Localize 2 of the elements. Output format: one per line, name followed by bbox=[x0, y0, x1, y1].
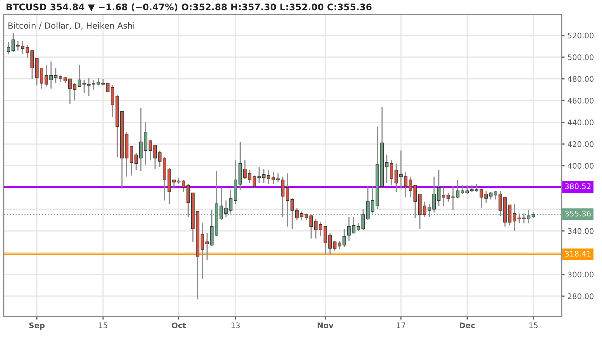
text: Bitcoin / Dollar, D, Heiken Ashi bbox=[8, 22, 134, 30]
chart-title: BTCUSD 354.84 ▼ −1.68 (−0.47%) O:352.88 H:357.30 L:352.00 C:355.36 bbox=[6, 4, 372, 12]
